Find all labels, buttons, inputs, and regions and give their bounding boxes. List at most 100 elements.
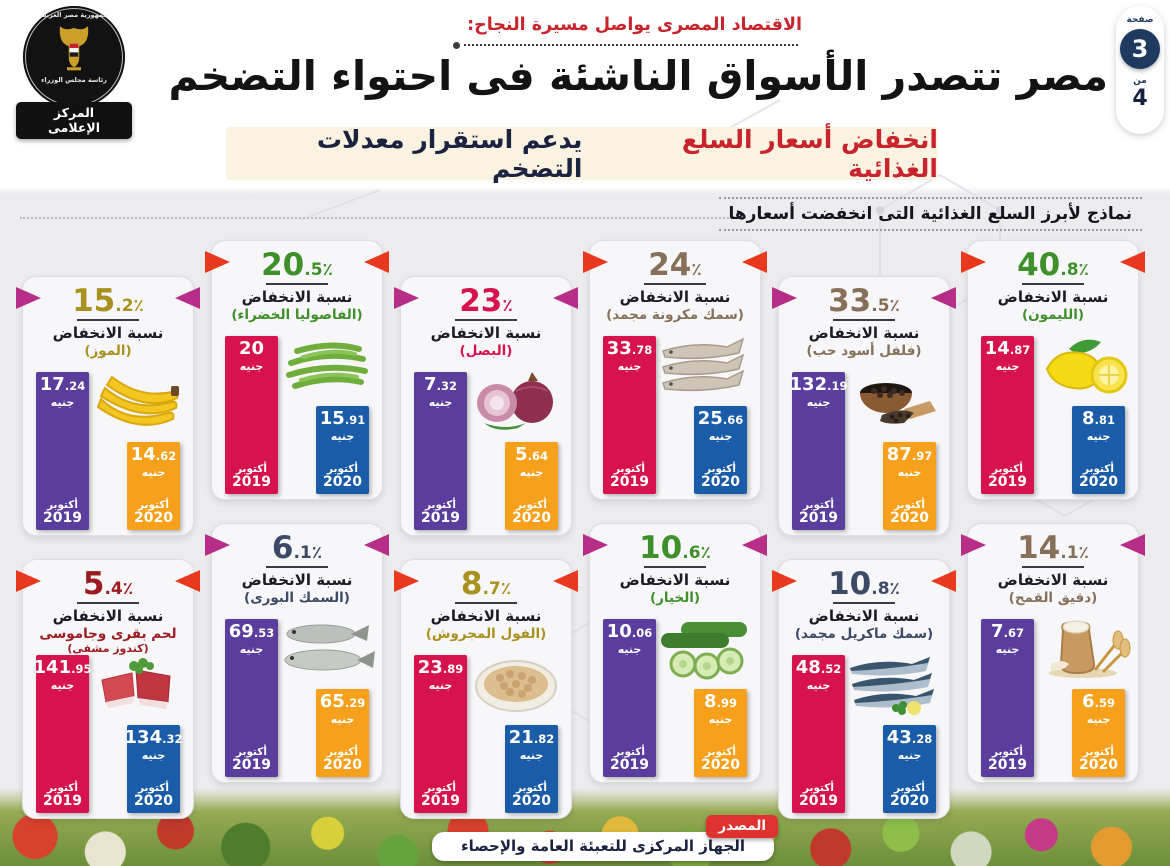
price-2020: 21.82 [508, 727, 555, 748]
percent-divider [77, 319, 139, 321]
section-note-line [20, 217, 744, 219]
bar-2019: 10.06 جنيه أكتوبر 2019 [603, 619, 656, 777]
right-arrow-icon [364, 534, 389, 556]
month-label: أكتوبر [46, 781, 79, 794]
black-pepper-icon [843, 369, 945, 433]
decrease-label: نسبة الانخفاض [52, 607, 164, 625]
right-arrow-icon [931, 570, 956, 592]
month-label: أكتوبر [235, 462, 268, 475]
currency-label: جنيه [239, 360, 264, 373]
mackerel-icon [843, 652, 945, 716]
month-label: أكتوبر [515, 781, 548, 794]
left-arrow-icon [394, 287, 419, 309]
month-label: أكتوبر [991, 462, 1024, 475]
percent-divider [77, 602, 139, 604]
month-label: أكتوبر [613, 745, 646, 758]
year-2019-label: 2019 [43, 509, 82, 526]
year-2019-label: 2019 [988, 756, 1027, 773]
crushed-beans-icon [465, 652, 567, 716]
bar-2019: 7.67 جنيه أكتوبر 2019 [981, 619, 1034, 777]
bar-2020: 25.66 جنيه أكتوبر 2020 [694, 406, 747, 494]
right-arrow-icon [742, 534, 767, 556]
subtitle-highlight: انخفاض أسعار السلع الغذائية [681, 124, 938, 183]
percent-value: 33.5٪ [828, 283, 900, 319]
left-arrow-icon [583, 534, 608, 556]
green-beans-icon [276, 333, 378, 397]
currency-label: جنيه [141, 466, 166, 479]
product-card: 10.8٪ نسبة الانخفاض (سمك ماكريل مجمد) 48… [772, 559, 956, 819]
right-arrow-icon [1120, 534, 1145, 556]
tagline: الاقتصاد المصرى يواصل مسيرة النجاح: [467, 15, 802, 35]
price-2020: 25.66 [697, 408, 744, 429]
logo-org-text: رئاسة مجلس الوزراء [41, 76, 107, 85]
decrease-label: نسبة الانخفاض [52, 324, 164, 342]
year-2019-label: 2019 [232, 473, 271, 490]
year-2020-label: 2020 [134, 509, 173, 526]
year-2020-label: 2020 [890, 792, 929, 809]
year-2020-label: 2020 [701, 756, 740, 773]
year-2019-label: 2019 [421, 509, 460, 526]
government-logo: جمهورية مصر العربية رئاسة مجلس الوزراء ا… [16, 6, 132, 139]
product-card: 20.5٪ نسبة الانخفاض (الفاصوليا الخضراء) … [205, 240, 389, 500]
year-2019-label: 2019 [610, 473, 649, 490]
percent-value: 23٪ [459, 283, 513, 319]
month-label: أكتوبر [326, 745, 359, 758]
price-2019: 10.06 [606, 621, 653, 642]
left-arrow-icon [772, 287, 797, 309]
bar-2019: 69.53 جنيه أكتوبر 2019 [225, 619, 278, 777]
bar-2020: 87.97 جنيه أكتوبر 2020 [883, 442, 936, 530]
month-label: أكتوبر [704, 745, 737, 758]
percent-value: 10.8٪ [828, 566, 900, 602]
price-2019: 69.53 [228, 621, 275, 642]
egypt-eagle-emblem: جمهورية مصر العربية رئاسة مجلس الوزراء [23, 6, 125, 108]
bar-2019: 132.19 جنيه أكتوبر 2019 [789, 372, 848, 530]
cucumber-icon [654, 616, 756, 680]
percent-divider [266, 283, 328, 285]
item-name: لحم بقرى وجاموسى [39, 626, 177, 642]
percent-value: 5.4٪ [82, 566, 134, 602]
product-card: 24٪ نسبة الانخفاض (سمك مكرونة مجمد) 33.7… [583, 240, 767, 500]
bar-2019: 14.87 جنيه أكتوبر 2019 [981, 336, 1034, 494]
bar-2019: 141.95 جنيه أكتوبر 2019 [34, 655, 91, 813]
month-label: أكتوبر [893, 781, 926, 794]
right-arrow-icon [175, 287, 200, 309]
product-card: 33.5٪ نسبة الانخفاض (فلفل أسود حب) 132.1… [772, 276, 956, 536]
page-total: 4 [1132, 86, 1148, 111]
currency-label: جنيه [617, 643, 642, 656]
item-name: (البصل) [459, 343, 513, 359]
decrease-label: نسبة الانخفاض [619, 571, 731, 589]
price-2019: 14.87 [984, 338, 1031, 359]
page-indicator: صفحة 3 من 4 [1116, 6, 1164, 134]
month-label: أكتوبر [991, 745, 1024, 758]
product-card: 8.7٪ نسبة الانخفاض (الفول المجروش) 23.89… [394, 559, 578, 819]
year-2019-label: 2019 [988, 473, 1027, 490]
price-2019: 20 [238, 338, 265, 359]
currency-label: جنيه [330, 713, 355, 726]
item-subname: (كندوز مشفى) [67, 642, 149, 655]
page-of-label: من [1133, 76, 1147, 86]
price-2020: 43.28 [886, 727, 933, 748]
price-2020: 8.81 [1082, 408, 1115, 429]
right-arrow-icon [553, 570, 578, 592]
item-name: (الخيار) [649, 590, 701, 606]
month-label: أكتوبر [1082, 745, 1115, 758]
subtitle-banner: انخفاض أسعار السلع الغذائية يدعم استقرار… [226, 124, 938, 183]
decrease-label: نسبة الانخفاض [808, 607, 920, 625]
bar-2020: 65.29 جنيه أكتوبر 2020 [316, 689, 369, 777]
percent-value: 24٪ [648, 247, 702, 283]
month-label: أكتوبر [424, 498, 457, 511]
bar-2019: 23.89 جنيه أكتوبر 2019 [414, 655, 467, 813]
bar-2020: 5.64 جنيه أكتوبر 2020 [505, 442, 558, 530]
percent-divider [455, 602, 517, 604]
price-2020: 8.99 [704, 691, 737, 712]
source-badge: المصدر [706, 815, 778, 838]
percent-value: 10.6٪ [639, 530, 711, 566]
item-name: (السمك البورى) [244, 590, 350, 606]
year-2020-label: 2020 [1079, 756, 1118, 773]
item-name: (الليمون) [1021, 307, 1085, 323]
price-2020: 14.62 [130, 444, 177, 465]
price-2019: 132.19 [789, 374, 848, 395]
currency-label: جنيه [1086, 430, 1111, 443]
lemon-icon [1032, 333, 1134, 397]
